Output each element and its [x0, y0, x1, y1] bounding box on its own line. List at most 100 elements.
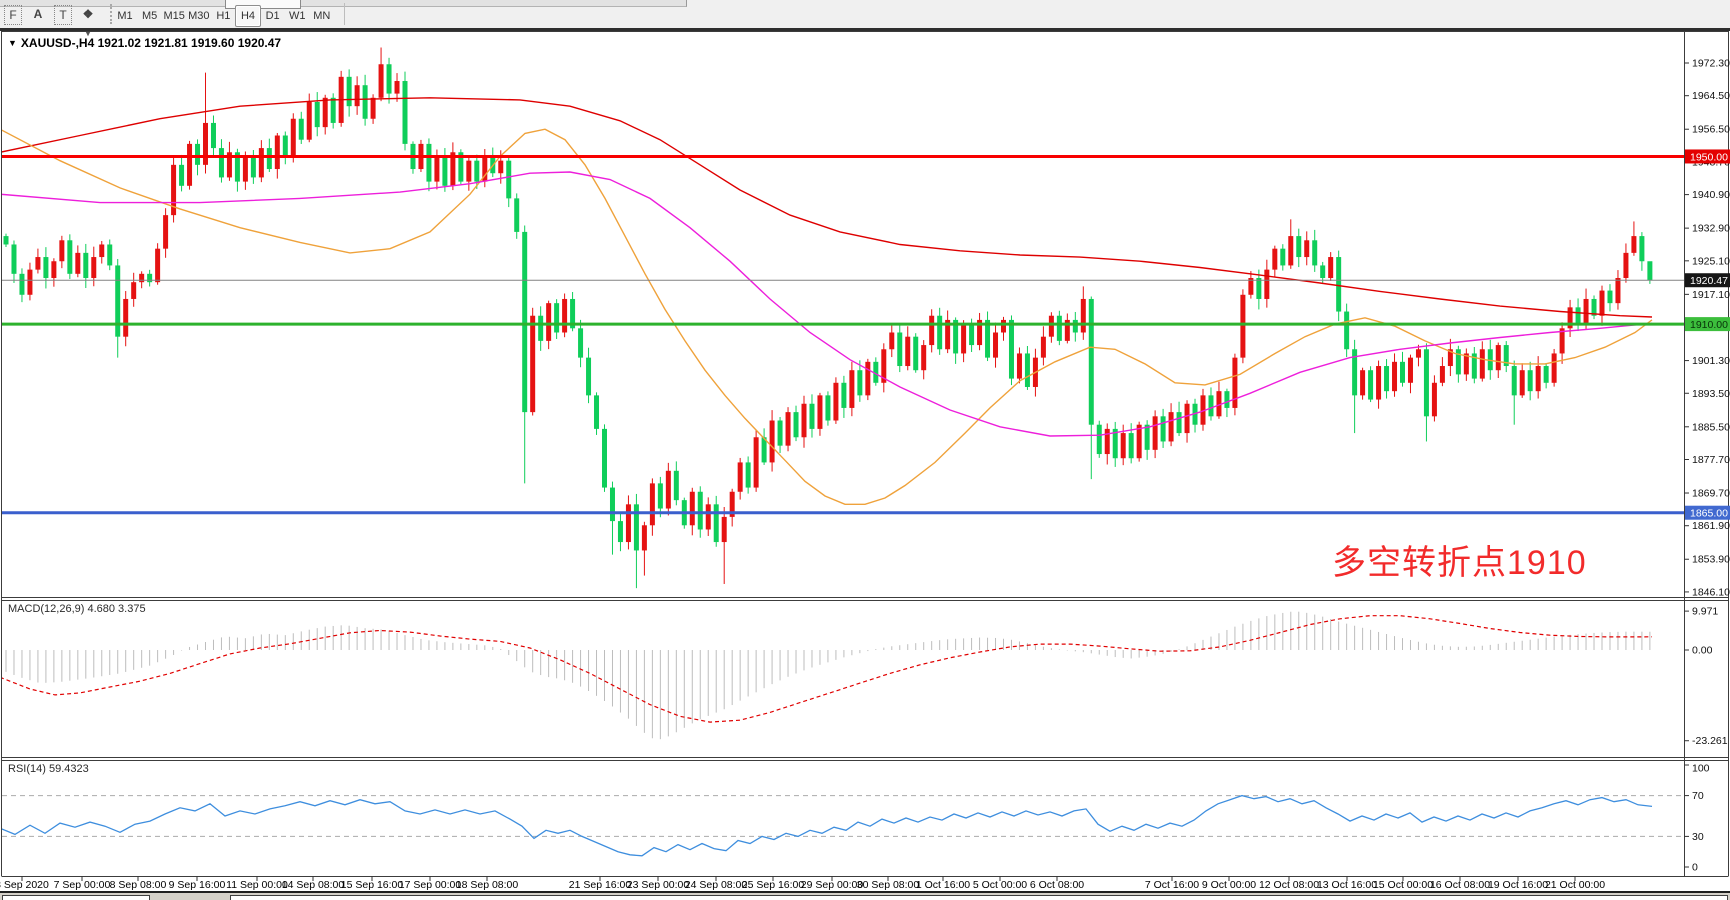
- rsi-label: RSI(14) 59.4323: [8, 763, 89, 775]
- time-axis[interactable]: [0, 876, 1684, 891]
- svg-text:1877.70: 1877.70: [1692, 454, 1730, 466]
- timeframe-button-W1[interactable]: W1: [288, 10, 306, 22]
- ma-fast-magenta-line: [2, 171, 1653, 437]
- svg-text:3 Sep 2020: 3 Sep 2020: [0, 879, 49, 891]
- collapse-icon[interactable]: ▼: [8, 38, 17, 48]
- svg-text:1901.30: 1901.30: [1692, 355, 1730, 367]
- svg-text:1869.70: 1869.70: [1692, 488, 1730, 500]
- svg-text:11 Sep 00:00: 11 Sep 00:00: [226, 879, 288, 891]
- window-title-strip: [0, 0, 687, 7]
- svg-text:1893.50: 1893.50: [1692, 388, 1730, 400]
- svg-text:1920.47: 1920.47: [1690, 275, 1728, 287]
- ma-slow-red-line: [2, 97, 1653, 318]
- time-axis-labels: 3 Sep 2020 7 Sep 00:00 8 Sep 08:00 9 Sep 16…: [0, 876, 1605, 891]
- pivot-line-1910-badge: 1910.00: [1685, 317, 1730, 332]
- svg-text:29 Sep 00:00: 29 Sep 00:00: [801, 879, 864, 891]
- svg-text:1972.30: 1972.30: [1692, 58, 1730, 70]
- svg-text:18 Sep 08:00: 18 Sep 08:00: [456, 879, 519, 891]
- svg-text:1865.00: 1865.00: [1690, 508, 1728, 520]
- price-axis-labels: 1972.301964.501956.501948.701940.901932.…: [1684, 58, 1730, 598]
- svg-text:25 Sep 16:00: 25 Sep 16:00: [742, 879, 805, 891]
- svg-text:1885.50: 1885.50: [1692, 421, 1730, 433]
- svg-text:17 Sep 00:00: 17 Sep 00:00: [399, 879, 462, 891]
- svg-text:21 Sep 16:00: 21 Sep 16:00: [569, 879, 632, 891]
- svg-text:14 Sep 08:00: 14 Sep 08:00: [282, 879, 345, 891]
- price-axis[interactable]: [1684, 31, 1730, 876]
- svg-text:7 Oct 16:00: 7 Oct 16:00: [1145, 879, 1199, 891]
- svg-text:70: 70: [1692, 790, 1704, 802]
- indicator-f-icon[interactable]: F: [4, 5, 22, 25]
- toolbar-grip[interactable]: [110, 4, 115, 24]
- bottom-tab[interactable]: [2, 895, 150, 900]
- window-control-remnant: [225, 0, 301, 9]
- timeframe-button-MN[interactable]: MN: [313, 10, 331, 22]
- svg-text:30 Sep 08:00: 30 Sep 08:00: [857, 879, 920, 891]
- text-a-icon[interactable]: A: [33, 7, 43, 21]
- svg-text:24 Sep 08:00: 24 Sep 08:00: [685, 879, 748, 891]
- timeframe-button-M5[interactable]: M5: [141, 10, 158, 22]
- chart-annotation-text: 多空转折点1910: [1332, 544, 1587, 582]
- support-line-1865-badge: 1865.00: [1685, 505, 1730, 520]
- svg-text:23 Sep 00:00: 23 Sep 00:00: [627, 879, 690, 891]
- ma-medium-orange-line: [2, 128, 1653, 505]
- dropdown-caret-icon[interactable]: ▾: [85, 29, 90, 38]
- svg-text:1846.10: 1846.10: [1692, 586, 1730, 598]
- current-price-line-badge: 1920.47: [1685, 273, 1730, 288]
- timeframe-button-M30[interactable]: M30: [188, 10, 210, 22]
- svg-text:1861.90: 1861.90: [1692, 520, 1730, 532]
- svg-text:1925.10: 1925.10: [1692, 255, 1730, 267]
- svg-text:1950.00: 1950.00: [1690, 151, 1728, 163]
- svg-text:8 Sep 08:00: 8 Sep 08:00: [110, 879, 167, 891]
- svg-text:9.971: 9.971: [1692, 606, 1718, 618]
- svg-text:1956.50: 1956.50: [1692, 124, 1730, 136]
- svg-text:1940.90: 1940.90: [1692, 189, 1730, 201]
- svg-text:15 Sep 16:00: 15 Sep 16:00: [341, 879, 404, 891]
- rsi-line: [2, 794, 1653, 857]
- chart-window-top-border: [0, 28, 1730, 31]
- timeframe-button-M1[interactable]: M1: [117, 10, 133, 22]
- bottom-tab-strip: [0, 891, 1730, 900]
- svg-text:30: 30: [1692, 831, 1704, 843]
- svg-text:13 Oct 16:00: 13 Oct 16:00: [1317, 879, 1377, 891]
- svg-text:1 Oct 16:00: 1 Oct 16:00: [916, 879, 970, 891]
- macd-pane[interactable]: [0, 611, 1653, 740]
- svg-text:21 Oct 00:00: 21 Oct 00:00: [1545, 879, 1605, 891]
- text-box-icon[interactable]: T: [54, 5, 72, 25]
- svg-text:7 Sep 00:00: 7 Sep 00:00: [54, 879, 111, 891]
- svg-text:1917.10: 1917.10: [1692, 289, 1730, 301]
- symbol-header[interactable]: ▼ XAUUSD-,H4 1921.02 1921.81 1919.60 1920…: [8, 36, 281, 50]
- svg-text:1964.50: 1964.50: [1692, 90, 1730, 102]
- toolbar-separator: [344, 3, 345, 25]
- rsi-pane[interactable]: [0, 794, 1684, 857]
- svg-text:5 Oct 00:00: 5 Oct 00:00: [973, 879, 1027, 891]
- macd-histogram: [5, 611, 1651, 740]
- svg-text:9 Sep 16:00: 9 Sep 16:00: [169, 879, 226, 891]
- svg-text:15 Oct 00:00: 15 Oct 00:00: [1373, 879, 1433, 891]
- svg-text:16 Oct 08:00: 16 Oct 08:00: [1430, 879, 1490, 891]
- timeframe-button-M15[interactable]: M15: [163, 10, 185, 22]
- symbol-ohlc-text: XAUUSD-,H4 1921.02 1921.81 1919.60 1920.…: [20, 36, 282, 50]
- macd-axis-labels: 9.971 0.00 -23.261: [1684, 606, 1728, 747]
- svg-text:12 Oct 08:00: 12 Oct 08:00: [1259, 879, 1319, 891]
- macd-label: MACD(12,26,9) 4.680 3.375: [8, 603, 146, 615]
- macd-signal-line: [2, 615, 1653, 723]
- svg-text:0: 0: [1692, 862, 1698, 874]
- svg-text:6 Oct 08:00: 6 Oct 08:00: [1030, 879, 1084, 891]
- bottom-panel-edge[interactable]: [230, 895, 1728, 900]
- drawing-tools-icon[interactable]: ❖ ▾: [82, 7, 94, 38]
- candles-layer: [3, 47, 1653, 589]
- toolbar: F A T ❖ ▾ M1 M5 M15 M30 H1 H4 D1 W1 MN: [0, 0, 1730, 38]
- svg-text:9 Oct 00:00: 9 Oct 00:00: [1202, 879, 1256, 891]
- timeframe-button-H4[interactable]: H4: [235, 5, 261, 27]
- timeframe-button-D1[interactable]: D1: [265, 10, 280, 22]
- rsi-axis-labels: 100 70 30 0: [1684, 763, 1710, 874]
- svg-text:19 Oct 16:00: 19 Oct 16:00: [1488, 879, 1548, 891]
- price-chart-pane[interactable]: [0, 47, 1684, 589]
- timeframe-button-H1[interactable]: H1: [216, 10, 231, 22]
- svg-text:-23.261: -23.261: [1692, 735, 1728, 747]
- resistance-line-1950-badge: 1950.00: [1685, 149, 1730, 164]
- svg-text:1932.90: 1932.90: [1692, 223, 1730, 235]
- svg-text:1853.90: 1853.90: [1692, 554, 1730, 566]
